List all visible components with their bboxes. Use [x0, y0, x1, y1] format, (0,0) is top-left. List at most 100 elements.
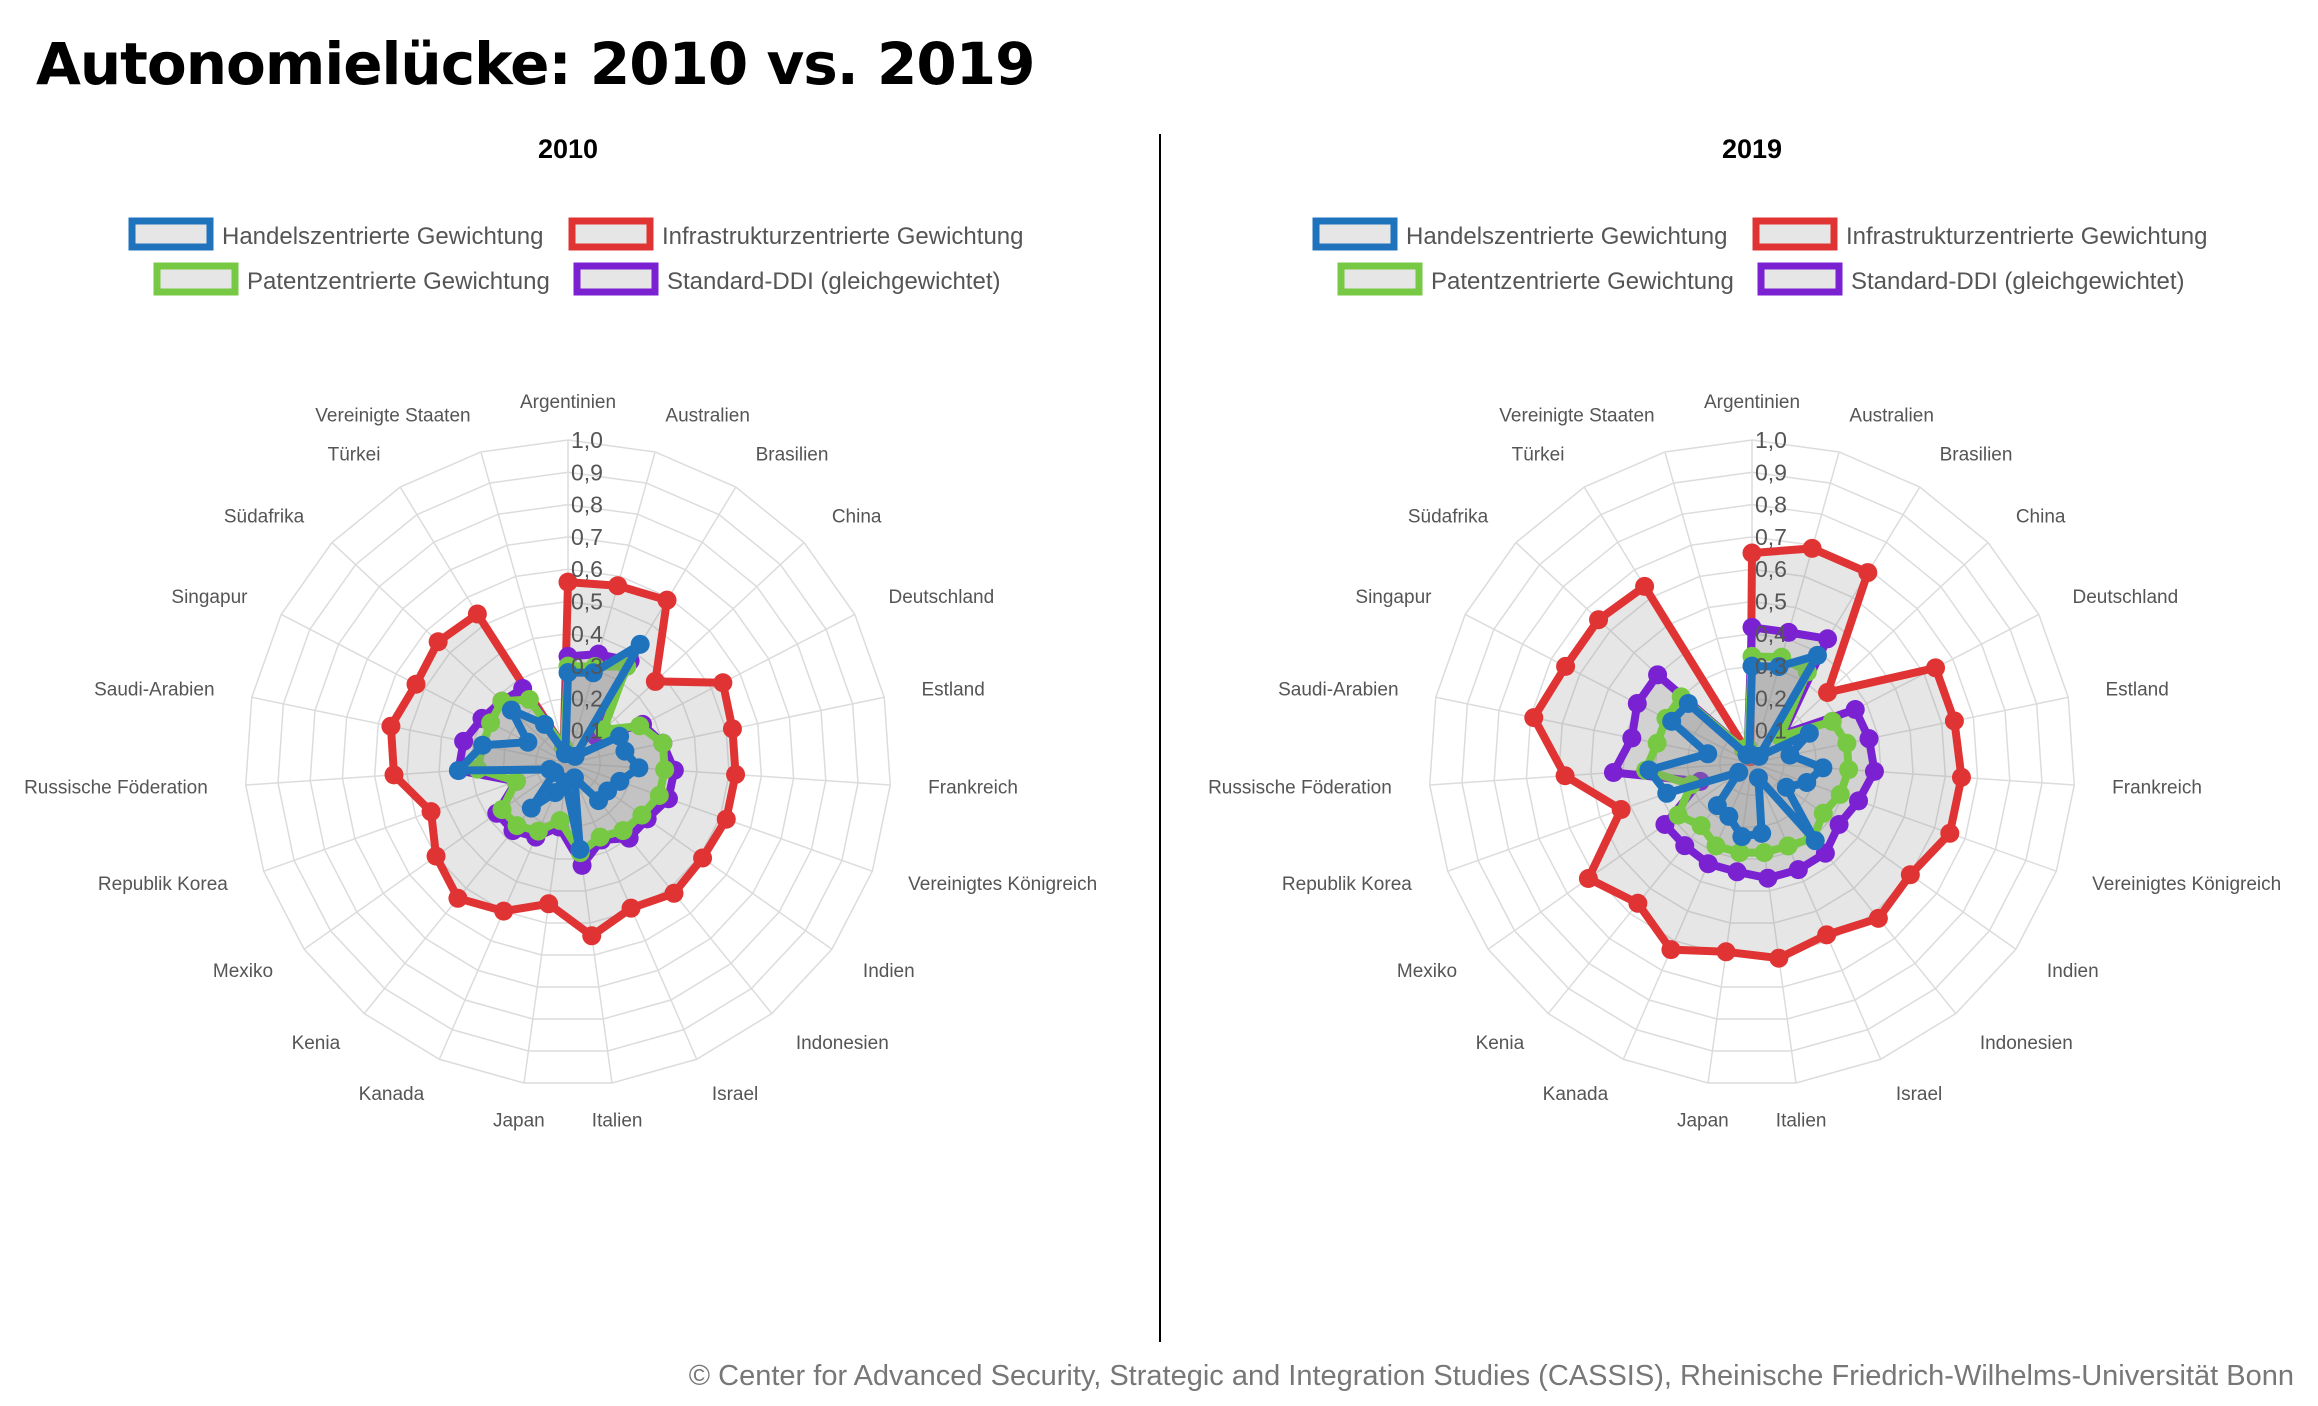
- data-point: [590, 827, 610, 847]
- data-point: [454, 731, 474, 751]
- category-label: Singapur: [1355, 587, 1432, 608]
- data-point: [467, 604, 487, 624]
- data-point: [693, 848, 713, 868]
- data-point: [1730, 843, 1750, 863]
- legend-item[interactable]: Patentzentrierte Gewichtung: [1337, 262, 1734, 296]
- legend: Handelszentrierte Gewichtung Infrastruktu…: [1312, 217, 2208, 296]
- grid-spoke: [1429, 762, 1753, 786]
- category-label: Vereinigte Staaten: [1499, 405, 1654, 426]
- category-label: Türkei: [1512, 445, 1565, 466]
- category-label: Kenia: [292, 1033, 341, 1054]
- data-point: [521, 798, 541, 818]
- data-point: [545, 783, 565, 803]
- data-point: [570, 839, 590, 859]
- legend-item[interactable]: Handelszentrierte Gewichtung: [1312, 217, 1728, 251]
- data-point: [481, 713, 501, 733]
- radial-ticks: 0,1 0,2 0,3 0,4 0,5 0,6 0,7 0,8 0,9 1,0: [1755, 427, 1787, 744]
- data-point: [1788, 860, 1808, 880]
- tick-label: 0,8: [1755, 492, 1787, 518]
- legend-item[interactable]: Standard-DDI (gleichgewichtet): [1757, 262, 2184, 296]
- data-point: [583, 663, 603, 683]
- grid-spoke: [1751, 762, 2017, 950]
- data-point: [629, 758, 649, 778]
- category-label: Russische Föderation: [24, 778, 208, 799]
- category-label: Indonesien: [1980, 1033, 2073, 1054]
- data-point: [1818, 629, 1838, 649]
- data-point: [1691, 816, 1711, 836]
- data-point: [593, 720, 613, 740]
- grid-ring: [244, 439, 892, 1084]
- radial-ticks: 0,1 0,2 0,3 0,4 0,5 0,6 0,7 0,8 0,9 1,0: [571, 427, 603, 744]
- copyright-footer: © Center for Advanced Security, Strategi…: [688, 1360, 2294, 1392]
- data-point: [649, 785, 669, 805]
- category-label: Australien: [1849, 405, 1934, 426]
- data-point: [1776, 777, 1796, 797]
- data-point: [507, 816, 527, 836]
- grid-ring: [1525, 536, 1979, 988]
- data-point: [558, 663, 578, 683]
- category-label: Südafrika: [224, 507, 305, 528]
- category-label: Deutschland: [889, 587, 995, 608]
- radar-panel-2010: 2010 Handelszentrierte Gewichtung Infrastr…: [24, 134, 1097, 1132]
- data-point: [518, 732, 538, 752]
- data-point: [1668, 805, 1688, 825]
- data-point: [1813, 803, 1833, 823]
- grid-ring: [277, 471, 859, 1052]
- data-point: [664, 883, 684, 903]
- tick-label: 0,4: [1755, 621, 1787, 647]
- data-point: [1716, 942, 1736, 962]
- data-point: [1739, 744, 1759, 764]
- data-point: [555, 744, 575, 764]
- data-point: [1675, 836, 1695, 856]
- series-Handelszentrierte Gewichtung: [448, 634, 650, 859]
- legend-swatch: [128, 217, 214, 251]
- legend-item[interactable]: Infrastrukturzentrierte Gewichtung: [568, 217, 1024, 251]
- legend: Handelszentrierte Gewichtung Infrastruktu…: [128, 217, 1024, 296]
- grid-spoke: [1751, 696, 2069, 764]
- data-point: [1780, 745, 1800, 765]
- data-point: [1622, 728, 1642, 748]
- data-point: [1858, 563, 1878, 583]
- data-point: [1657, 783, 1677, 803]
- grid-ring: [438, 633, 698, 892]
- category-label: Israel: [1896, 1084, 1942, 1105]
- data-point: [528, 821, 548, 841]
- category-label: Italien: [592, 1111, 643, 1132]
- data-point: [1799, 723, 1819, 743]
- legend-swatch: [1312, 217, 1398, 251]
- category-label: Argentinien: [520, 392, 616, 413]
- data-point: [610, 726, 630, 746]
- legend-item[interactable]: Patentzentrierte Gewichtung: [153, 262, 550, 296]
- legend-item[interactable]: Handelszentrierte Gewichtung: [128, 217, 544, 251]
- category-label: Republik Korea: [98, 874, 228, 895]
- grid-spoke: [1751, 762, 1882, 1060]
- data-point: [1797, 772, 1817, 792]
- data-point: [1748, 768, 1768, 788]
- data-point: [1732, 827, 1752, 847]
- tick-label: 0,9: [571, 459, 603, 485]
- tick-label: 0,7: [571, 524, 603, 550]
- category-label: Indonesien: [796, 1033, 889, 1054]
- tick-label: 0,2: [571, 685, 603, 711]
- data-point: [421, 802, 441, 822]
- category-label: China: [832, 507, 882, 528]
- data-point: [1742, 543, 1762, 563]
- data-point: [448, 760, 468, 780]
- category-label: Republik Korea: [1282, 874, 1412, 895]
- category-label: Vereinigtes Königreich: [908, 874, 1097, 895]
- data-point: [384, 765, 404, 785]
- legend-item[interactable]: Infrastrukturzentrierte Gewichtung: [1752, 217, 2208, 251]
- data-point: [722, 719, 742, 739]
- data-point: [726, 764, 746, 784]
- category-label: Kanada: [359, 1084, 425, 1105]
- tick-label: 0,6: [571, 556, 603, 582]
- data-point: [1926, 658, 1946, 678]
- data-point: [716, 809, 736, 829]
- data-point: [1648, 665, 1668, 685]
- data-point: [501, 700, 521, 720]
- legend-item[interactable]: Standard-DDI (gleichgewichtet): [573, 262, 1000, 296]
- category-label: Argentinien: [1704, 392, 1800, 413]
- legend-swatch: [568, 217, 654, 251]
- grid-spoke: [1751, 541, 1989, 764]
